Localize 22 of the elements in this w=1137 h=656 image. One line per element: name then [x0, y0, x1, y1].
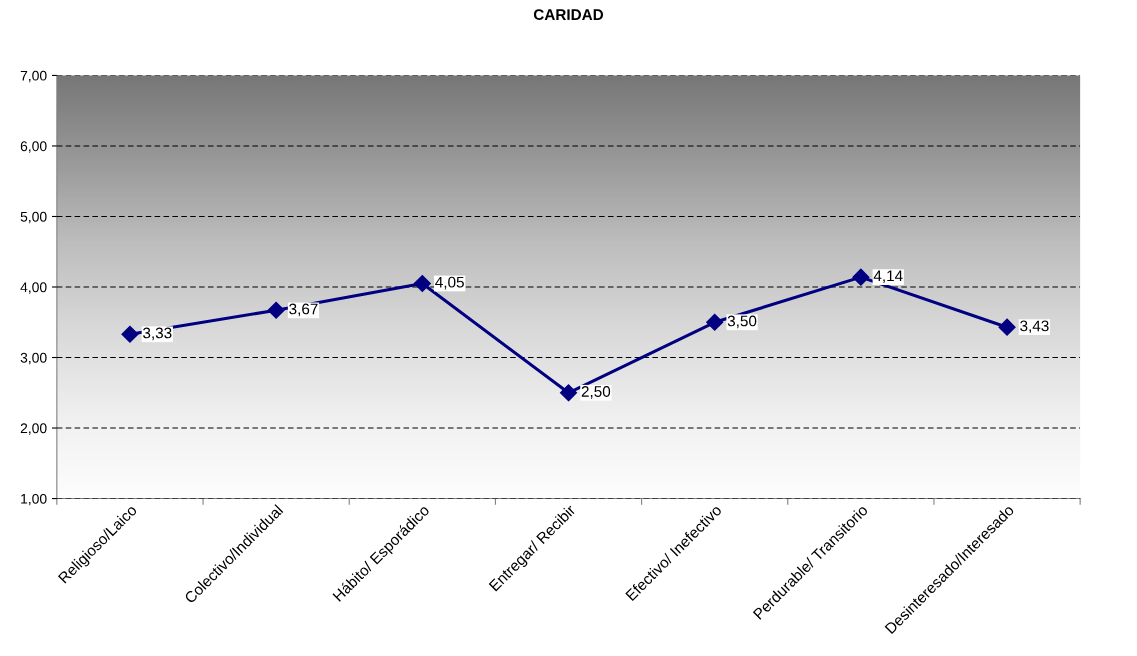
data-label: 3,67: [289, 303, 318, 317]
y-tick-label: 4,00: [20, 282, 47, 294]
point: [413, 274, 431, 293]
point: [852, 268, 870, 286]
data-label: 3,50: [727, 315, 757, 329]
data-label: 2,50: [581, 386, 611, 399]
data-label: 4,14: [873, 270, 903, 284]
point: [267, 301, 285, 319]
data-label: 4,05: [435, 276, 464, 290]
y-tick-label: 7,00: [20, 70, 47, 83]
point: [706, 313, 724, 331]
point: [121, 325, 139, 343]
y-tick-label: 3,00: [20, 352, 47, 365]
y-tick-label: 5,00: [20, 211, 47, 224]
y-tick-label: 6,00: [20, 141, 47, 153]
chart-title: CARIDAD: [533, 9, 604, 21]
y-tick-label: 2,00: [20, 423, 47, 435]
y-tick-label: 1,00: [21, 493, 47, 506]
data-label: 3,43: [1020, 320, 1049, 334]
data-label: 3,33: [143, 327, 172, 341]
point: [559, 384, 578, 402]
point: [998, 318, 1016, 336]
